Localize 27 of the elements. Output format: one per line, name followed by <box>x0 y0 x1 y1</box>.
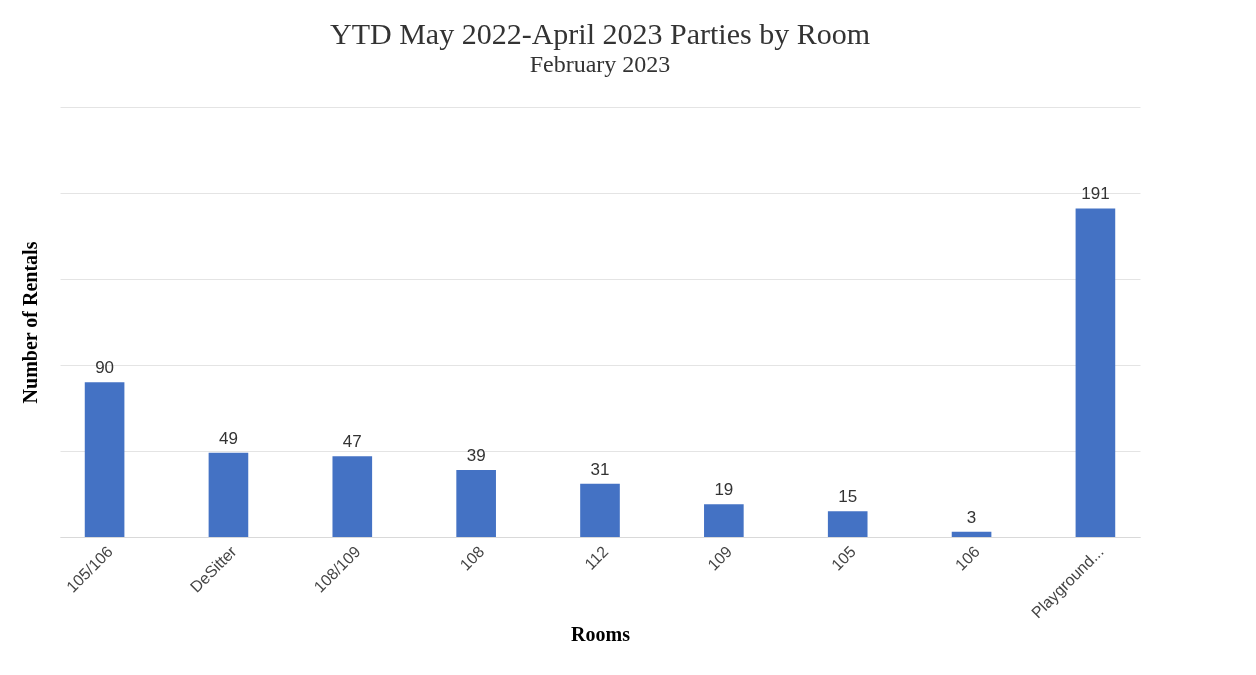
bar <box>84 382 125 537</box>
data-label: 39 <box>466 445 486 465</box>
bar <box>827 511 868 537</box>
data-label: 47 <box>342 432 362 452</box>
x-tick-label: 105 <box>828 542 860 574</box>
bar <box>456 469 496 537</box>
data-label: 3 <box>966 507 977 527</box>
bar <box>951 531 992 537</box>
x-tick-label: 108 <box>456 542 488 574</box>
bar <box>208 452 249 537</box>
x-tick-label: 106 <box>951 542 983 574</box>
chart-subtitle: February 2023 <box>529 51 671 77</box>
data-label: 191 <box>1081 184 1110 204</box>
bar <box>1075 208 1116 537</box>
bar <box>332 456 373 537</box>
x-tick-label: 112 <box>581 542 612 573</box>
data-label: 31 <box>590 459 610 479</box>
bar <box>704 504 744 537</box>
x-axis-title: Rooms <box>571 623 631 646</box>
data-label: 90 <box>95 358 115 378</box>
chart-title: YTD May 2022-April 2023 Parties by Room <box>330 17 870 50</box>
y-axis-title: Number of Rentals <box>18 241 41 404</box>
data-label: 49 <box>218 428 238 448</box>
bar <box>580 483 620 537</box>
data-label: 15 <box>838 487 858 507</box>
data-label: 19 <box>714 480 734 500</box>
x-tick-label: 109 <box>704 542 736 574</box>
